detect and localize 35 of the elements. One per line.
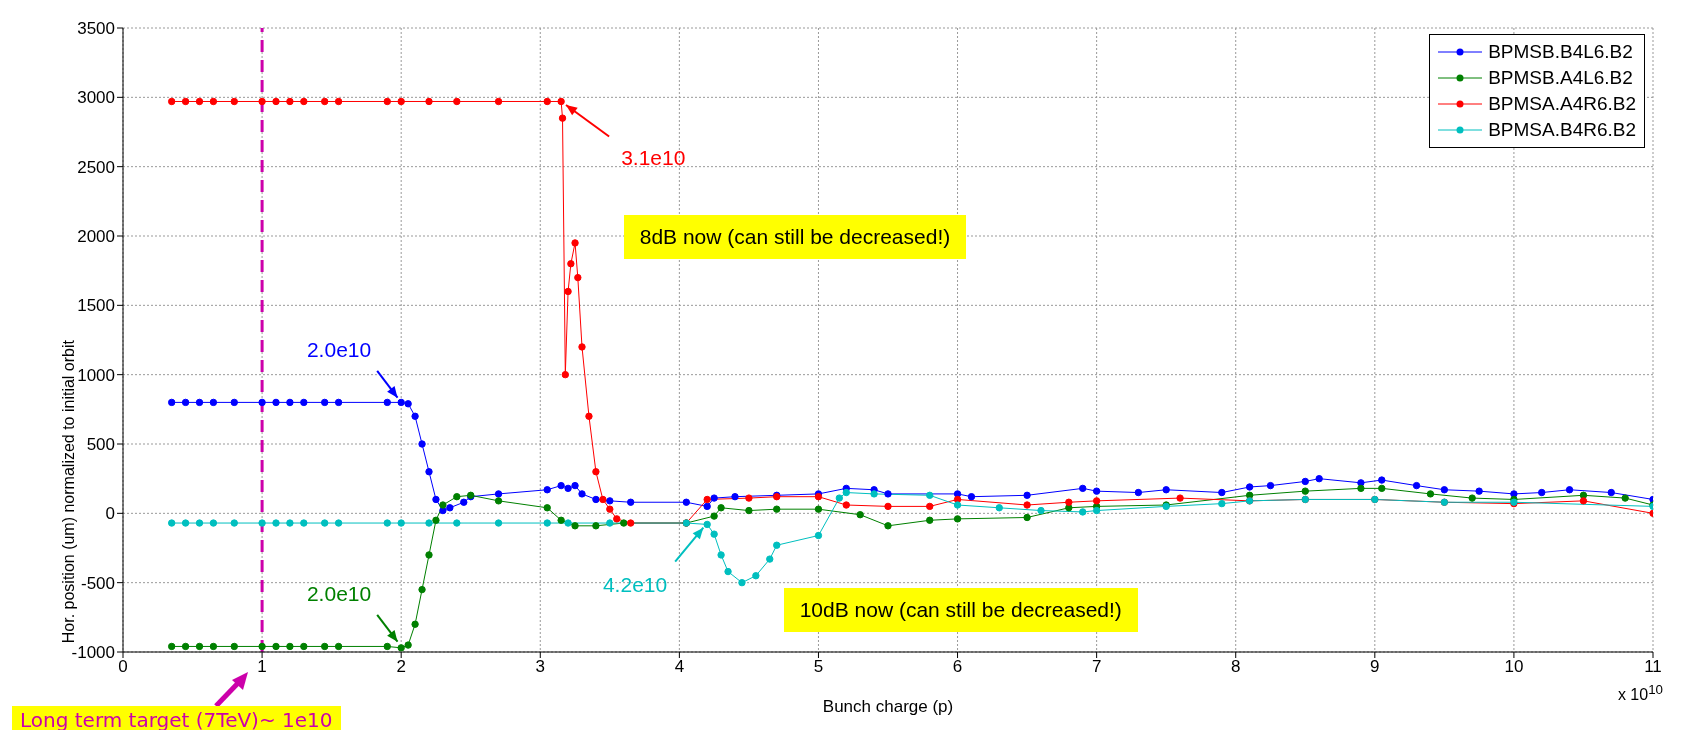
y-axis-title: Hor. position (um) normalized to initial orbit <box>59 339 77 644</box>
x-tick-label: 0 <box>118 657 128 677</box>
y-tick-label: 2500 <box>77 157 115 177</box>
x-tick-label: 5 <box>813 657 824 677</box>
x-tick-label: 1 <box>257 657 267 677</box>
x-tick-label: 3 <box>535 657 546 677</box>
legend-label: BPMSB.B4L6.B2 <box>1488 40 1633 64</box>
x-tick-label: 9 <box>1370 657 1380 677</box>
x-tick-label: 2 <box>396 657 406 677</box>
x-tick-label: 4 <box>674 657 685 677</box>
y-tick-label: 1500 <box>77 296 115 316</box>
y-tick-label: -1000 <box>71 643 115 663</box>
x-tick-label: 10 <box>1504 657 1524 677</box>
x-tick-label: 11 <box>1644 657 1662 677</box>
annotation: 3.1e10 <box>621 146 686 170</box>
y-tick-label: 0 <box>105 504 115 524</box>
x-tick-label: 7 <box>1091 657 1102 677</box>
x-tick-label: 8 <box>1230 657 1241 677</box>
annotation: 2.0e10 <box>306 582 372 606</box>
y-tick-label: 3000 <box>77 88 115 108</box>
y-tick-label: 1000 <box>77 365 115 385</box>
annotation: 10dB now (can still be decreased!) <box>783 588 1138 633</box>
annotation: 8dB now (can still be decreased!) <box>623 215 967 260</box>
legend-label: BPMSA.B4R6.B2 <box>1488 118 1636 142</box>
annotation: 4.2e10 <box>602 573 668 597</box>
y-tick-label: 500 <box>86 435 115 455</box>
text: x 10$^{10}$ <box>1617 682 1663 705</box>
x-axis-title: Bunch charge (p) <box>822 697 954 716</box>
x-tick-label: 6 <box>952 657 963 677</box>
y-tick-label: 2000 <box>77 227 115 247</box>
y-tick-label: 3500 <box>77 19 115 39</box>
legend-label: BPMSA.A4R6.B2 <box>1488 92 1636 116</box>
y-tick-label: -500 <box>80 573 115 593</box>
annotation: 2.0e10 <box>306 338 372 362</box>
legend-label: BPMSB.A4L6.B2 <box>1488 66 1633 90</box>
